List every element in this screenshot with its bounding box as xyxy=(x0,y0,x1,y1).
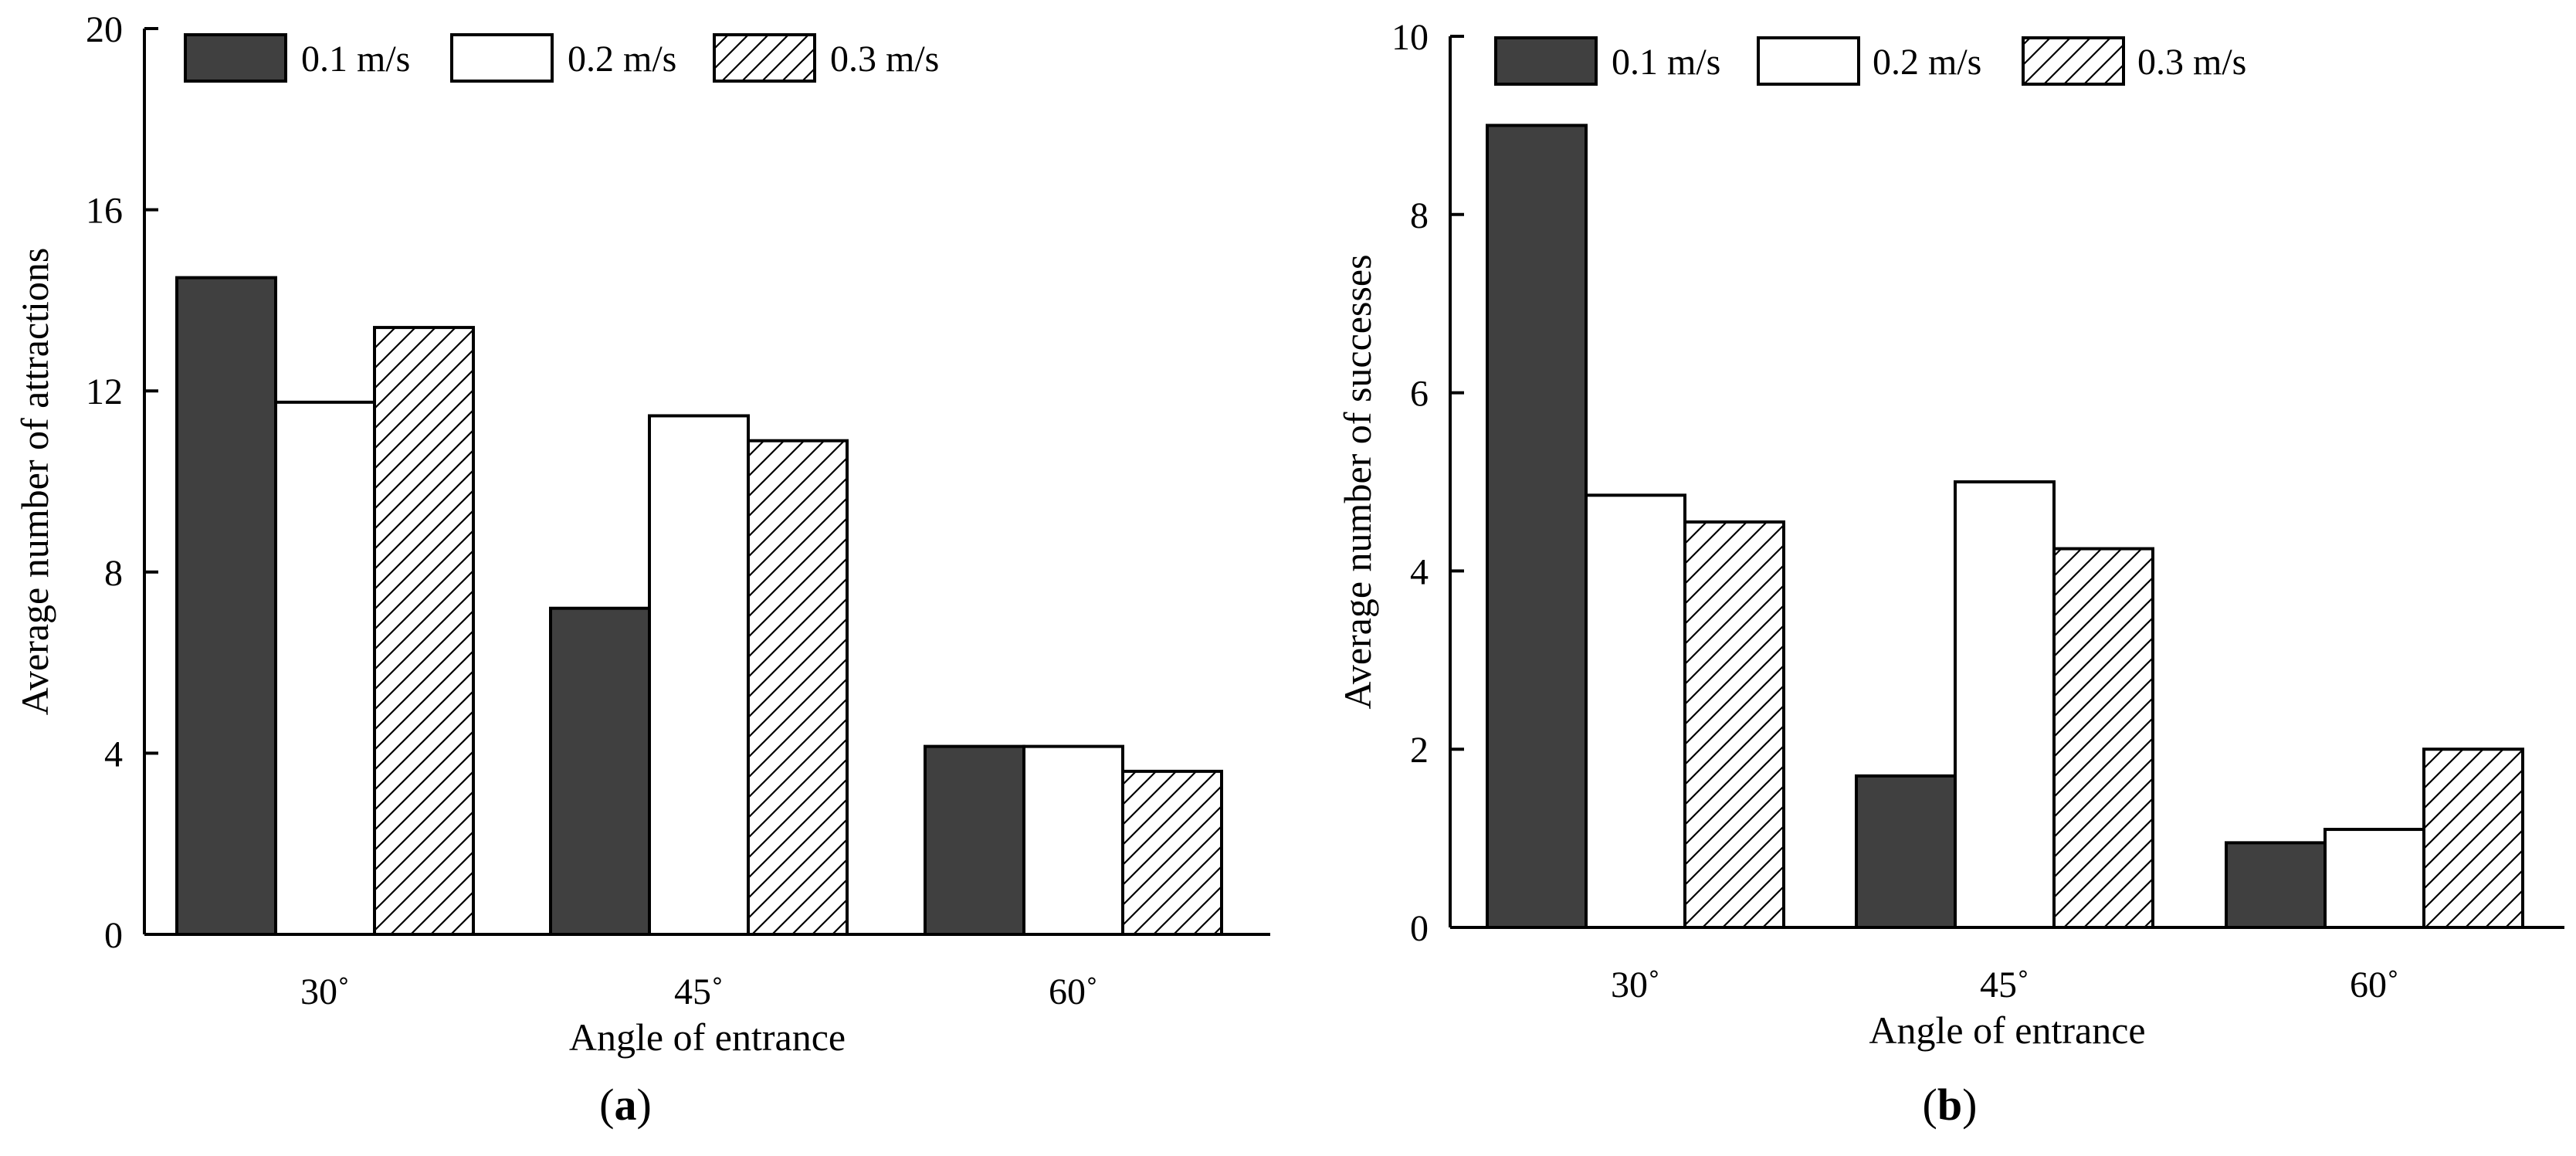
y-tick-label: 10 xyxy=(1391,17,1429,58)
panel-label: (b) xyxy=(1923,1080,1978,1130)
y-tick-label: 20 xyxy=(86,9,123,50)
panel-label-letter: a xyxy=(615,1080,637,1130)
panel-label: (a) xyxy=(599,1080,652,1130)
bar-03ms-1 xyxy=(2052,547,2154,929)
legend-label-0: 0.1 m/s xyxy=(301,39,410,80)
bar-02ms-0 xyxy=(1585,493,1686,929)
legend-swatch-0 xyxy=(184,33,287,83)
y-tick-label: 6 xyxy=(1410,374,1429,415)
legend-swatch-2 xyxy=(713,33,816,83)
x-tick-label: 30˚ xyxy=(300,971,350,1012)
legend-swatch-1 xyxy=(450,33,554,83)
legend-swatch-2 xyxy=(2022,36,2125,86)
x-tick-label: 30˚ xyxy=(1611,964,1660,1005)
bar-01ms-0 xyxy=(1486,124,1588,929)
y-tick-label: 2 xyxy=(1410,730,1429,771)
bar-03ms-1 xyxy=(747,439,849,936)
bar-03ms-2 xyxy=(2422,748,2524,930)
bar-02ms-1 xyxy=(1954,480,2056,929)
y-tick-label: 8 xyxy=(104,553,123,594)
y-tick-label: 8 xyxy=(1410,195,1429,236)
legend-label-1: 0.2 m/s xyxy=(1873,42,1981,83)
bar-03ms-0 xyxy=(373,326,475,936)
bar-02ms-1 xyxy=(648,414,750,936)
bar-02ms-2 xyxy=(1022,744,1124,936)
x-tick-label: 45˚ xyxy=(674,971,724,1012)
bar-01ms-2 xyxy=(2225,841,2327,929)
legend-label-1: 0.2 m/s xyxy=(568,39,676,80)
y-tick-label: 4 xyxy=(1410,551,1429,592)
y-axis-title: Average number of successes xyxy=(1336,254,1379,709)
chart-panel-a: 0 4 8 12 16 20 30˚ 45˚ 60˚ Angle of entrance Avera… xyxy=(13,9,1270,1130)
y-tick-label: 4 xyxy=(104,734,123,775)
x-tick-label: 45˚ xyxy=(1980,964,2029,1005)
y-axis-title: Average number of attractions xyxy=(13,248,56,716)
bar-01ms-1 xyxy=(549,606,651,936)
y-tick-label: 0 xyxy=(1410,908,1429,949)
x-axis-title: Angle of entrance xyxy=(1869,1009,2145,1052)
legend-label-0: 0.1 m/s xyxy=(1612,42,1720,83)
bar-01ms-1 xyxy=(1855,774,1957,929)
legend-label-2: 0.3 m/s xyxy=(2137,42,2246,83)
legend-swatch-0 xyxy=(1494,36,1598,86)
y-tick-label: 0 xyxy=(104,915,123,956)
bar-01ms-0 xyxy=(175,276,277,936)
chart-panel-b: 0 2 4 6 8 10 30˚ 45˚ 60˚ Angle of entrance Average… xyxy=(1336,17,2564,1130)
y-tick-label: 12 xyxy=(86,371,123,412)
x-tick-label: 60˚ xyxy=(2350,964,2399,1005)
legend-label-2: 0.3 m/s xyxy=(830,39,939,80)
bar-01ms-2 xyxy=(924,744,1025,936)
legend-swatch-1 xyxy=(1757,36,1860,86)
bar-02ms-2 xyxy=(2323,828,2425,930)
y-tick-label: 16 xyxy=(86,191,123,232)
bar-03ms-0 xyxy=(1683,520,1785,929)
panel-label-letter: b xyxy=(1937,1080,1962,1130)
x-axis-title: Angle of entrance xyxy=(569,1015,846,1059)
x-tick-label: 60˚ xyxy=(1049,971,1098,1012)
bar-03ms-2 xyxy=(1121,769,1223,936)
bar-02ms-0 xyxy=(274,400,376,936)
